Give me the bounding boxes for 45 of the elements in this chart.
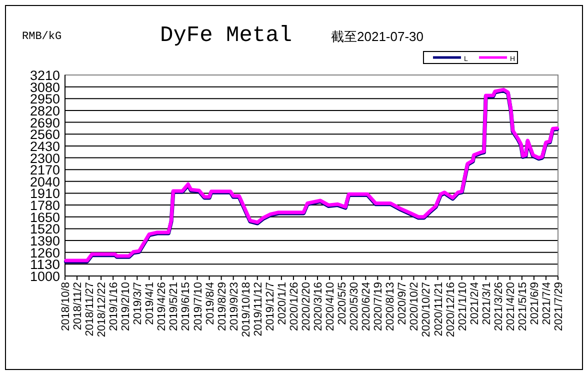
y-axis-title: RMB/kG [22,31,62,43]
chart-title: DyFe Metal [160,23,292,48]
x-tick-label: 2020/1/1 [276,282,288,325]
x-tick-label: 2019/8/4 [204,282,216,325]
x-tick-label: 2020/10/27 [420,282,433,338]
x-tick-label: 2019/7/10 [192,282,204,331]
x-tick-label: 2020/5/5 [336,282,349,325]
x-tick-label: 2020/6/24 [360,282,373,331]
x-tick-label: 2021/6/9 [528,282,541,325]
x-tick-label: 2019/4/26 [156,282,168,331]
x-tick-label: 2021/7/29 [553,282,565,331]
x-tick-label: 2019/11/12 [252,282,264,336]
x-tick-label: 2020/8/13 [384,282,397,331]
x-tick-label: 2021/2/4 [468,282,481,325]
x-tick-label: 2019/2/10 [120,282,132,331]
x-tick-label: 2018/11/2 [72,282,84,330]
x-tick-label: 2019/5/21 [168,282,180,331]
x-tick-label: 2021/7/4 [540,282,553,325]
x-tick-label: 2018/10/8 [60,282,72,331]
x-tick-label: 2021/4/20 [504,282,517,331]
x-tick-label: 2019/10/18 [240,282,252,338]
x-tick-label: 2019/6/15 [180,282,192,331]
x-tick-label: 2020/12/16 [444,282,457,338]
x-tick-label: 2020/5/30 [348,282,361,331]
x-tick-label: 2019/4/1 [144,282,156,325]
x-tick-label: 2018/12/22 [96,282,108,338]
chart-subtitle: 截至2021-07-30 [331,29,424,44]
x-tick-label: 2019/8/29 [216,282,228,331]
x-tick-label: 2021/5/15 [516,282,529,331]
x-tick-label: 2020/10/2 [408,282,421,331]
x-tick-label: 2019/3/7 [132,282,144,325]
x-tick-label: 2019/1/16 [108,282,120,331]
x-tick-label: 2020/7/19 [372,282,385,331]
x-tick-label: 2021/3/26 [492,282,505,331]
x-tick-label: 2020/2/20 [300,282,312,331]
x-tick-label: 2020/4/10 [324,282,337,331]
x-tick-label: 2021/1/10 [456,282,469,331]
x-tick-label: 2020/1/26 [288,282,300,331]
x-tick-label: 2020/9/7 [396,282,409,325]
x-tick-label: 2018/11/27 [84,282,96,336]
x-tick-label: 2021/3/1 [480,282,493,325]
x-tick-label: 2020/11/21 [432,282,445,336]
x-tick-label: 2019/12/7 [264,282,276,331]
x-tick-label: 2020/3/16 [312,282,325,331]
x-tick-label: 2019/9/23 [228,282,240,331]
